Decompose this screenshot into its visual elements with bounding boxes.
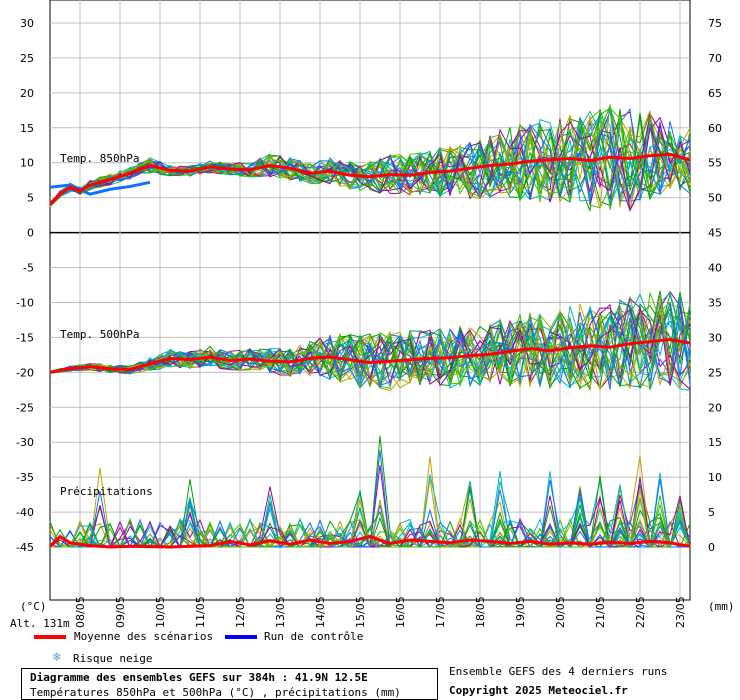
left-tick-label: -10 (16, 296, 34, 309)
mean-line (48, 534, 691, 549)
legend-mean-swatch (34, 635, 66, 639)
left-tick-label: -30 (16, 436, 34, 449)
x-tick-label: 19/05 (514, 596, 527, 628)
left-tick-label: -40 (16, 506, 34, 519)
altitude-label: Alt. 131m (10, 617, 70, 630)
right-axis-unit: (mm) (708, 600, 735, 613)
x-tick-label: 08/05 (74, 596, 87, 628)
ensemble-member-line (49, 309, 691, 390)
precip-member-line (49, 450, 690, 549)
left-tick-label: 5 (27, 192, 34, 205)
precip-member-line (50, 479, 691, 549)
x-tick-label: 18/05 (474, 596, 487, 628)
right-tick-label: 5 (708, 506, 715, 519)
left-tick-label: -5 (23, 262, 34, 275)
legend-snow-label: Risque neige (73, 652, 153, 665)
ensemble-member-line (49, 292, 691, 389)
x-tick-label: 22/05 (634, 596, 647, 628)
plot-frame (49, 0, 691, 601)
x-tick-label: 11/05 (194, 596, 207, 628)
right-tick-label: 40 (708, 262, 722, 275)
mean-line (49, 337, 691, 374)
control-run-line (49, 180, 151, 196)
x-tick-label: 21/05 (594, 596, 607, 628)
left-tick-label: -25 (16, 401, 34, 414)
chart-subtitle: Températures 850hPa et 500hPa (°C) , pré… (30, 686, 401, 699)
right-tick-label: 50 (708, 192, 722, 205)
panel-label: Précipitations (60, 485, 153, 498)
x-tick-label: 12/05 (234, 596, 247, 628)
ensemble-member-line (49, 107, 691, 203)
right-tick-label: 15 (708, 436, 722, 449)
panel-label: Temp. 500hPa (60, 328, 139, 341)
right-tick-label: 75 (708, 17, 722, 30)
left-tick-label: 20 (20, 87, 34, 100)
right-tick-label: 70 (708, 52, 722, 65)
x-tick-label: 16/05 (394, 596, 407, 628)
right-tick-label: 10 (708, 471, 722, 484)
right-tick-label: 30 (708, 331, 722, 344)
x-tick-label: 10/05 (154, 596, 167, 628)
right-tick-label: 20 (708, 401, 722, 414)
left-tick-label: 10 (20, 157, 34, 170)
left-tick-label: -20 (16, 366, 34, 379)
mean-line (48, 152, 691, 206)
right-tick-label: 45 (708, 227, 722, 240)
left-tick-label: -15 (16, 331, 34, 344)
ensemble-credit: Ensemble GEFS des 4 derniers runs (449, 665, 668, 678)
copyright-credit: Copyright 2025 Meteociel.fr (449, 684, 628, 697)
right-tick-label: 55 (708, 157, 722, 170)
left-tick-label: 25 (20, 52, 34, 65)
legend-control-label: Run de contrôle (264, 630, 364, 643)
x-tick-label: 23/05 (674, 596, 687, 628)
x-tick-label: 15/05 (354, 596, 367, 628)
right-tick-label: 0 (708, 541, 715, 554)
ensemble-member-line (49, 121, 691, 204)
left-axis-unit: (°C) (20, 600, 47, 613)
ensemble-member-line (49, 299, 691, 390)
left-tick-label: 15 (20, 122, 34, 135)
ensemble-member-line (49, 103, 691, 204)
x-tick-label: 17/05 (434, 596, 447, 628)
right-tick-label: 60 (708, 122, 722, 135)
left-tick-label: 0 (27, 227, 34, 240)
x-tick-label: 13/05 (274, 596, 287, 628)
right-tick-label: 25 (708, 366, 722, 379)
ensemble-member-line (49, 121, 691, 206)
left-tick-label: -45 (16, 541, 34, 554)
chart-info-box: Diagramme des ensembles GEFS sur 384h : … (21, 668, 438, 700)
panel-label: Temp. 850hPa (60, 152, 139, 165)
legend-control-swatch (225, 635, 257, 639)
snowflake-icon: ❄ (53, 650, 61, 665)
right-tick-label: 65 (708, 87, 722, 100)
x-tick-label: 20/05 (554, 596, 567, 628)
right-tick-label: 35 (708, 296, 722, 309)
x-tick-label: 14/05 (314, 596, 327, 628)
legend-mean-label: Moyenne des scénarios (74, 630, 214, 643)
left-tick-label: 30 (20, 17, 34, 30)
left-tick-label: -35 (16, 471, 34, 484)
chart-title: Diagramme des ensembles GEFS sur 384h : … (30, 671, 368, 684)
x-tick-label: 09/05 (114, 596, 127, 628)
